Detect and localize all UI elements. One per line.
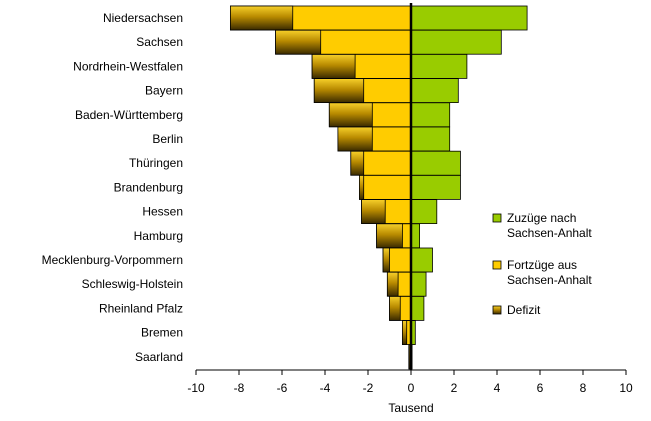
category-label-7: Brandenburg <box>114 180 183 194</box>
category-label-6: Thüringen <box>129 156 183 170</box>
bar-zuzuege-11 <box>410 271 427 297</box>
bar-zuzuege-1 <box>410 29 502 55</box>
bar-defizit-11 <box>386 271 399 297</box>
bar-zuzuege-6 <box>410 150 461 176</box>
bar-zuzuege-2 <box>410 54 468 79</box>
bar-defizit-3 <box>313 78 365 103</box>
bar-zuzuege-0 <box>410 5 528 31</box>
bar-zuzuege-4 <box>410 102 451 128</box>
bar-defizit-0 <box>229 5 294 31</box>
bar-defizit-5 <box>337 126 373 152</box>
bar-zuzuege-8 <box>410 199 438 225</box>
bar-fortzuege-7 <box>358 174 412 200</box>
bar-defizit-12 <box>389 295 401 321</box>
x-tick-label-6: 2 <box>451 381 458 395</box>
bar-zuzuege-3 <box>410 78 459 103</box>
bar-defizit-8 <box>361 199 386 225</box>
category-label-8: Hessen <box>142 205 183 219</box>
x-tick-label-5: 0 <box>408 381 415 395</box>
x-axis: -10 -8 -6 -4 -2 0 2 4 6 8 10 <box>187 369 633 395</box>
bar-defizit-9 <box>376 223 403 249</box>
bar-zuzuege-7 <box>410 174 461 200</box>
category-label-13: Bremen <box>141 326 183 340</box>
bar-defizit-2 <box>311 54 356 79</box>
category-label-0: Niedersachsen <box>103 11 183 25</box>
category-label-11: Schleswig-Holstein <box>82 277 183 291</box>
x-tick-label-8: 6 <box>537 381 544 395</box>
legend-label-0: Zuzüge nach <box>507 211 576 225</box>
category-label-3: Bayern <box>145 84 183 98</box>
legend-swatch-0 <box>492 213 502 223</box>
category-label-9: Hamburg <box>134 229 183 243</box>
x-tick-label-2: -6 <box>277 381 288 395</box>
category-label-4: Baden-Württemberg <box>75 108 183 122</box>
bar-zuzuege-10 <box>410 247 433 273</box>
legend-label-1-line2: Sachsen-Anhalt <box>507 273 592 287</box>
legend-label-2: Defizit <box>507 303 541 317</box>
bar-defizit-4 <box>328 102 373 128</box>
bar-zuzuege-12 <box>410 295 425 321</box>
bar-defizit-7 <box>358 174 365 200</box>
bar-defizit-1 <box>275 29 322 55</box>
category-label-2: Nordrhein-Westfalen <box>73 59 183 73</box>
category-label-10: Mecklenburg-Vorpommern <box>42 253 183 267</box>
category-label-5: Berlin <box>152 132 183 146</box>
bar-defizit-10 <box>382 247 390 273</box>
legend-label-0-line2: Sachsen-Anhalt <box>507 226 592 240</box>
category-label-1: Sachsen <box>136 35 183 49</box>
legend-label-1: Fortzüge aus <box>507 258 577 272</box>
bar-zuzuege-9 <box>410 223 421 249</box>
x-tick-label-9: 8 <box>580 381 587 395</box>
x-tick-label-7: 4 <box>494 381 501 395</box>
bars-group <box>229 3 528 370</box>
legend-swatch-1 <box>492 260 502 270</box>
category-label-14: Saarland <box>135 350 183 364</box>
x-tick-label-1: -8 <box>234 381 245 395</box>
category-label-12: Rheinland Pfalz <box>99 301 183 315</box>
x-tick-label-0: -10 <box>187 381 205 395</box>
bar-defizit-13 <box>401 320 408 346</box>
category-labels: Niedersachsen Sachsen Nordrhein-Westfalen B… <box>42 11 183 364</box>
bar-defizit-6 <box>350 150 365 176</box>
bar-zuzuege-5 <box>410 126 451 152</box>
x-axis-title: Tausend <box>388 401 433 415</box>
x-tick-label-3: -4 <box>320 381 331 395</box>
x-tick-label-10: 10 <box>619 381 633 395</box>
legend-swatch-2 <box>492 305 502 315</box>
x-tick-label-4: -2 <box>363 381 374 395</box>
